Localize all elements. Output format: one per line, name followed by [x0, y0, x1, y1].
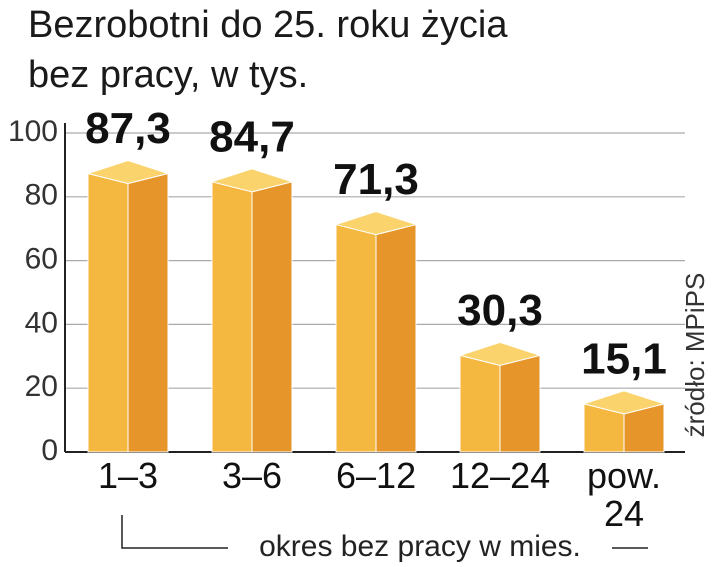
- bar-left-face: [335, 223, 377, 453]
- x-tick-label: 1–3: [98, 455, 159, 496]
- bar: [582, 390, 666, 453]
- y-tick-label: 60: [25, 243, 58, 276]
- bar-left-face: [211, 181, 253, 453]
- source: źródło: MPiPS: [680, 273, 710, 438]
- bar: [458, 341, 542, 453]
- chart-title: Bezrobotni do 25. roku życia: [28, 4, 508, 46]
- value-label: 15,1: [581, 334, 667, 383]
- y-tick-label: 40: [25, 306, 58, 339]
- axis-bracket: [121, 515, 228, 549]
- bar-top-face: [86, 159, 170, 185]
- value-label: 71,3: [333, 155, 419, 204]
- x-tick-label: 3–6: [222, 455, 283, 496]
- value-label: 87,3: [85, 104, 171, 153]
- y-tick-label: 100: [8, 115, 58, 148]
- y-tick-label: 80: [25, 179, 58, 212]
- bar-left-face: [459, 354, 501, 453]
- x-tick-label: 12–24: [450, 455, 551, 496]
- value-label: 84,7: [209, 112, 295, 161]
- bar-top-face: [582, 390, 666, 415]
- bar-left-face: [87, 172, 129, 453]
- x-tick-label: pow. 24: [587, 455, 662, 534]
- bar-right-face: [127, 172, 169, 453]
- bar-right-face: [251, 181, 293, 453]
- bar: [210, 168, 294, 453]
- bar: [86, 159, 170, 453]
- y-tick-label: 20: [25, 370, 58, 403]
- y-tick-label: 0: [41, 434, 58, 467]
- bar: [334, 211, 418, 453]
- bar-top-face: [210, 168, 294, 193]
- x-axis-title: okres bez pracy w mies.: [259, 530, 581, 563]
- bar-right-face: [499, 354, 541, 453]
- bar-right-face: [375, 223, 417, 453]
- bar-top-face: [458, 341, 542, 366]
- chart-subtitle: bez pracy, w tys.: [28, 54, 308, 96]
- x-tick-label: 6–12: [336, 455, 417, 496]
- bar-top-face: [334, 211, 418, 236]
- value-label: 30,3: [457, 286, 543, 335]
